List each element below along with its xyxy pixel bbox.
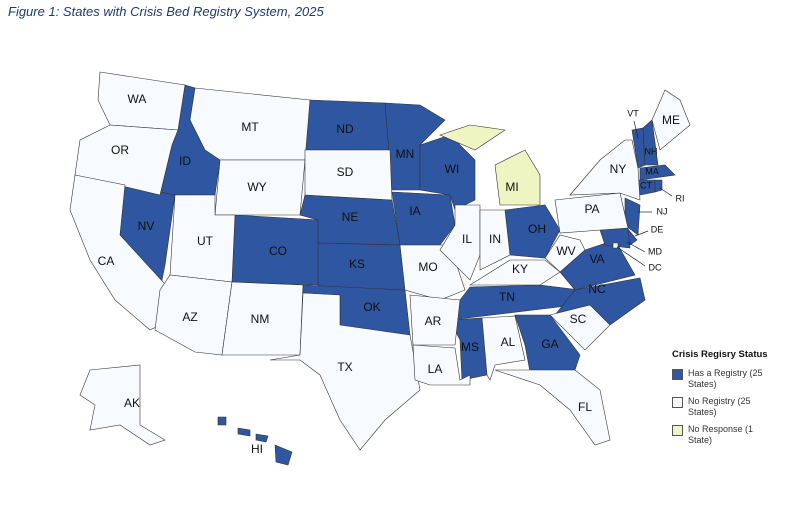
legend-swatch <box>672 425 683 436</box>
state-shape <box>549 304 611 351</box>
state-shape <box>494 369 611 446</box>
state-label: MA <box>645 166 659 176</box>
state-label: ID <box>179 154 191 168</box>
state-label: IL <box>462 232 472 246</box>
state-label: WA <box>128 92 147 106</box>
state-shape <box>214 159 306 216</box>
state-label: OR <box>111 143 129 157</box>
state-shape <box>481 315 526 381</box>
state-shape <box>74 124 179 196</box>
state-shape <box>274 444 293 466</box>
legend-label: No Registry (25 States) <box>688 396 751 417</box>
figure-title: Figure 1: States with Crisis Bed Registr… <box>8 4 324 19</box>
state-shape <box>494 149 541 206</box>
legend-title: Crisis Regisry Status <box>672 349 768 360</box>
state-label: DE <box>651 224 664 234</box>
state-label: CA <box>98 254 115 268</box>
state-label: SC <box>570 312 587 326</box>
state-label: SD <box>337 165 354 179</box>
state-shape <box>468 259 561 286</box>
state-shape <box>544 234 586 273</box>
state-label: PA <box>584 202 599 216</box>
state-label: NY <box>610 162 627 176</box>
state-label: IN <box>489 232 501 246</box>
state-label: AZ <box>182 310 197 324</box>
state-label: WI <box>445 162 460 176</box>
state-label: ND <box>336 122 354 136</box>
state-label: KS <box>349 257 365 271</box>
state-shape <box>391 191 456 246</box>
state-label: IA <box>409 204 420 218</box>
leader-line <box>634 230 649 237</box>
state-shape <box>554 192 629 234</box>
leader-line <box>616 246 646 267</box>
state-shape <box>412 344 471 386</box>
state-label: ME <box>662 113 680 127</box>
state-label: DC <box>649 262 662 272</box>
state-label: MO <box>418 260 437 274</box>
legend: Crisis Regisry Status Has a Registry (25… <box>672 349 782 452</box>
state-shape <box>439 204 481 281</box>
state-label: NV <box>138 219 155 233</box>
state-shape <box>304 149 393 201</box>
leader-line <box>626 241 646 253</box>
state-label: NC <box>588 282 606 296</box>
state-label: NM <box>251 312 270 326</box>
state-label: FL <box>578 400 592 414</box>
state-label: VA <box>589 252 604 266</box>
state-shape <box>255 433 269 443</box>
legend-label: Has a Registry (25 States) <box>688 368 763 389</box>
state-label: TN <box>499 290 515 304</box>
state-shape <box>651 89 691 151</box>
state-shape <box>449 317 488 381</box>
state-label: OH <box>528 222 546 236</box>
legend-label: No Response (1 State) <box>688 424 754 445</box>
state-shape <box>642 119 659 166</box>
state-label: UT <box>197 234 214 248</box>
state-label: AL <box>501 335 516 349</box>
state-label: CO <box>269 244 287 258</box>
state-label: AR <box>425 314 442 328</box>
state-label: MT <box>241 120 259 134</box>
state-shape <box>639 164 676 181</box>
leader-line <box>659 187 673 197</box>
state-shape <box>654 179 663 193</box>
legend-swatch <box>672 397 683 408</box>
state-label: MN <box>396 147 415 161</box>
state-shape <box>569 139 641 201</box>
state-shape <box>439 124 506 151</box>
state-label: GA <box>541 337 558 351</box>
state-shape <box>69 174 176 331</box>
legend-swatch <box>672 369 683 380</box>
state-label: CT <box>640 180 652 190</box>
state-shape <box>237 427 251 437</box>
state-label: VT <box>627 108 639 118</box>
state-label: HI <box>251 442 263 456</box>
state-shape <box>217 416 227 426</box>
state-label: LA <box>428 362 443 376</box>
state-label: TX <box>337 360 352 374</box>
state-shape <box>79 364 166 446</box>
legend-item: No Response (1 State) <box>672 424 782 446</box>
state-label: MI <box>505 180 518 194</box>
legend-item: Has a Registry (25 States) <box>672 368 782 390</box>
state-shape <box>409 294 461 346</box>
state-shape <box>269 292 421 451</box>
state-label: NH <box>645 146 658 156</box>
state-label: NJ <box>657 206 668 216</box>
state-label: OK <box>363 300 380 314</box>
state-label: WY <box>247 180 266 194</box>
legend-item: No Registry (25 States) <box>672 396 782 418</box>
state-label: MD <box>648 246 662 256</box>
leader-line <box>633 120 639 139</box>
state-label: WV <box>556 244 575 258</box>
state-label: NE <box>342 210 359 224</box>
state-label: MS <box>461 340 479 354</box>
state-label: KY <box>512 262 528 276</box>
state-label: AK <box>124 396 140 410</box>
state-shape <box>479 209 511 271</box>
state-label: RI <box>676 193 685 203</box>
